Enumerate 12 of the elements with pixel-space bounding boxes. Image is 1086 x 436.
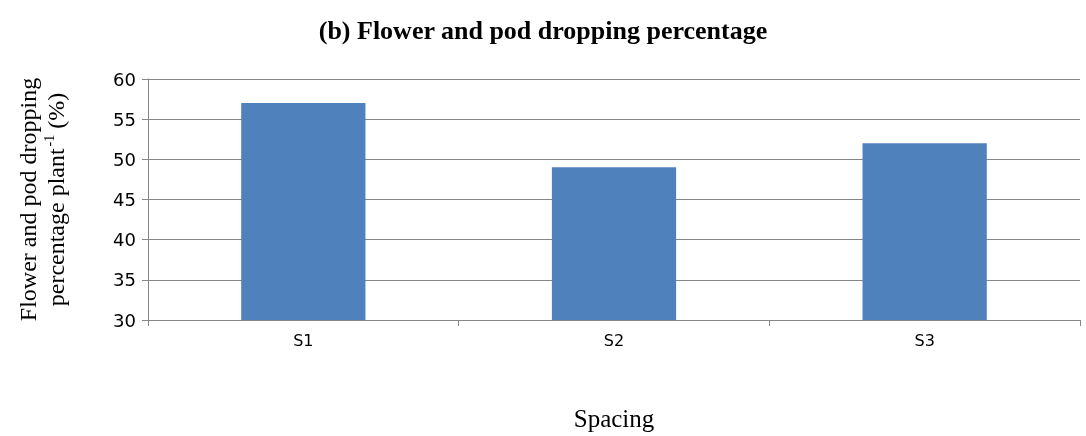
x-tick-label: S2 (603, 330, 625, 350)
chart-title: (b) Flower and pod dropping percentage (318, 15, 768, 45)
x-tick-label: S1 (293, 330, 314, 350)
x-axis-title: Spacing (573, 405, 655, 432)
y-tick-label: 55 (113, 108, 136, 130)
y-tick-label: 35 (113, 269, 136, 291)
y-tick-label: 45 (113, 189, 136, 210)
y-tick-label: 60 (113, 68, 136, 90)
y-tick-label: 40 (113, 229, 136, 251)
x-tick-label: S3 (914, 330, 935, 350)
y-tick-label: 50 (113, 148, 136, 170)
y-tick-label: 30 (113, 309, 136, 331)
